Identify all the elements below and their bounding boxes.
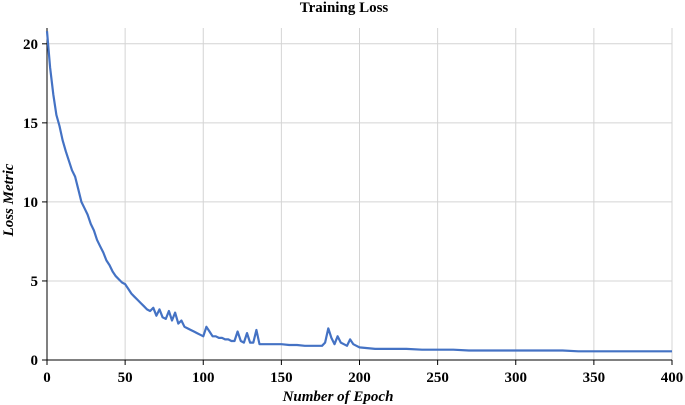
x-tick-label: 300 bbox=[505, 370, 528, 386]
grid bbox=[47, 28, 673, 360]
chart-title: Training Loss bbox=[300, 0, 389, 16]
x-tick-label: 50 bbox=[118, 370, 133, 386]
x-tick-label: 150 bbox=[270, 370, 293, 386]
x-tick-label: 100 bbox=[192, 370, 215, 386]
tick-labels: 0 50 100 150 200 250 300 350 400 0 5 10 15 20 bbox=[23, 37, 683, 386]
x-tick-label: 350 bbox=[583, 370, 606, 386]
y-tick-label: 15 bbox=[23, 116, 38, 132]
y-axis-label: Loss Metric bbox=[1, 163, 17, 237]
x-tick-label: 250 bbox=[426, 370, 449, 386]
loss-series-line bbox=[45, 31, 672, 353]
axes bbox=[42, 28, 673, 365]
series-layer bbox=[45, 31, 672, 353]
y-tick-label: 10 bbox=[23, 195, 38, 211]
x-tick-label: 200 bbox=[348, 370, 371, 386]
y-tick-label: 0 bbox=[31, 353, 39, 369]
x-tick-label: 0 bbox=[43, 370, 51, 386]
y-tick-label: 20 bbox=[23, 37, 38, 53]
y-tick-label: 5 bbox=[31, 274, 39, 290]
x-tick-label: 400 bbox=[661, 370, 684, 386]
x-axis-label: Number of Epoch bbox=[282, 389, 394, 405]
